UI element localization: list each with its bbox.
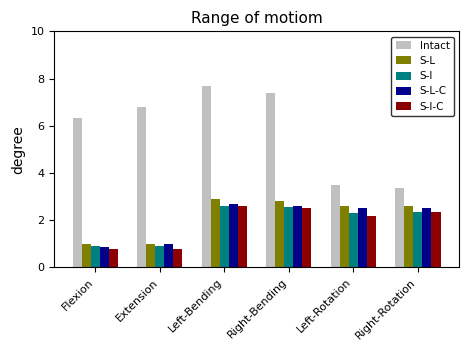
Bar xyxy=(395,188,404,268)
Y-axis label: degree: degree xyxy=(11,125,25,174)
Bar xyxy=(91,246,100,268)
Bar xyxy=(349,213,358,268)
Bar xyxy=(238,206,247,268)
Bar xyxy=(275,201,284,268)
Bar xyxy=(109,249,118,268)
Bar xyxy=(137,107,146,268)
Bar xyxy=(293,206,302,268)
Bar xyxy=(156,246,164,268)
Bar xyxy=(340,206,349,268)
Bar xyxy=(404,206,414,268)
Bar xyxy=(211,199,220,268)
Bar xyxy=(229,204,238,268)
Bar xyxy=(367,215,376,268)
Bar xyxy=(173,249,182,268)
Bar xyxy=(331,185,340,268)
Bar xyxy=(82,244,91,268)
Bar xyxy=(202,86,211,268)
Bar xyxy=(266,93,275,268)
Bar xyxy=(414,212,423,268)
Bar xyxy=(358,208,367,268)
Bar xyxy=(146,244,156,268)
Bar xyxy=(302,208,312,268)
Bar xyxy=(73,118,82,268)
Bar xyxy=(423,208,431,268)
Bar xyxy=(164,244,173,268)
Bar xyxy=(284,207,293,268)
Bar xyxy=(220,206,229,268)
Legend: Intact, S-L, S-l, S-L-C, S-I-C: Intact, S-L, S-l, S-L-C, S-I-C xyxy=(392,37,454,116)
Bar xyxy=(431,212,440,268)
Bar xyxy=(100,247,109,268)
Title: Range of motiom: Range of motiom xyxy=(191,11,322,26)
